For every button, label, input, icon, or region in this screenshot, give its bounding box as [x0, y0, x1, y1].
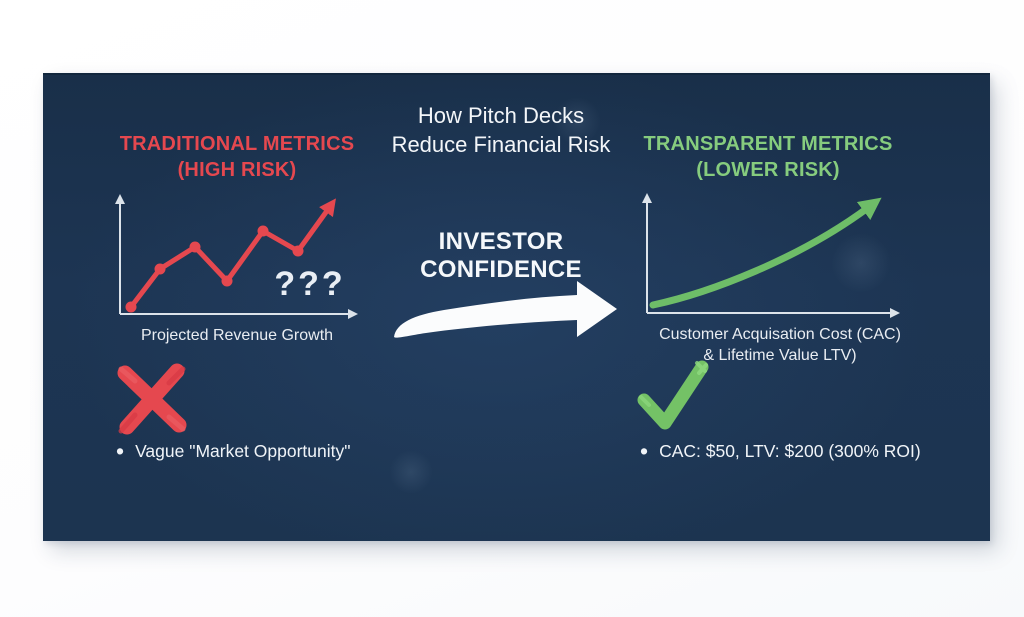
transparent-chart-label: Customer Acquisation Cost (CAC) & Lifeti… — [649, 324, 911, 366]
transparent-curve-chart — [642, 193, 900, 318]
x-mark-icon — [117, 363, 187, 435]
question-marks: ??? — [274, 265, 346, 303]
page-title-line2: Reduce Financial Risk — [391, 132, 611, 157]
bokeh-spot — [831, 233, 891, 293]
bokeh-spot — [389, 450, 433, 494]
investor-confidence-arrow-icon — [394, 281, 617, 338]
page-title-line1: How Pitch Decks — [417, 103, 585, 128]
transparent-bullet-text: CAC: $50, LTV: $200 (300% ROI) — [659, 441, 921, 461]
bullet-dot: • — [116, 438, 125, 464]
transparent-heading-line1: TRANSPARENT METRICS — [643, 133, 893, 155]
investor-confidence-label: INVESTOR CONFIDENCE — [376, 228, 626, 284]
traditional-heading-line2: (HIGH RISK) — [177, 159, 297, 181]
bullet-dot: • — [640, 438, 649, 464]
page-title: How Pitch Decks Reduce Financial Risk — [356, 101, 646, 159]
growth-curve — [649, 197, 882, 309]
traditional-bullet-text: Vague "Market Opportunity" — [135, 441, 351, 461]
transparent-heading-line2: (LOWER RISK) — [696, 159, 840, 181]
traditional-metrics-heading: TRADITIONAL METRICS (HIGH RISK) — [92, 131, 382, 183]
transparent-chart-label-line2: & Lifetime Value LTV) — [703, 347, 857, 364]
revenue-line-dots — [125, 225, 304, 313]
traditional-chart-label: Projected Revenue Growth — [140, 327, 334, 344]
traditional-bullet: • Vague "Market Opportunity" — [116, 438, 351, 464]
check-mark-icon — [637, 360, 709, 430]
traditional-heading-line1: TRADITIONAL METRICS — [119, 133, 355, 155]
transparent-bullet: • CAC: $50, LTV: $200 (300% ROI) — [640, 438, 921, 464]
investor-confidence-line1: INVESTOR — [438, 228, 564, 255]
transparent-chart-label-line1: Customer Acquisation Cost (CAC) — [659, 326, 901, 343]
traditional-line-chart — [115, 194, 358, 319]
infographic-card: How Pitch Decks Reduce Financial Risk TR… — [43, 73, 990, 541]
bokeh-spot — [553, 97, 601, 145]
transparent-metrics-heading: TRANSPARENT METRICS (LOWER RISK) — [623, 131, 913, 183]
investor-confidence-line2: CONFIDENCE — [420, 256, 582, 283]
